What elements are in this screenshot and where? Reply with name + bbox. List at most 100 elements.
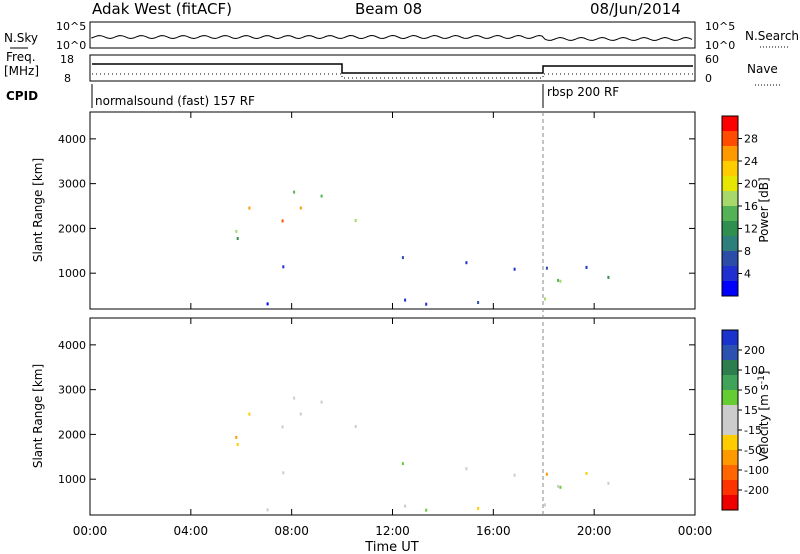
velocity-ylabel: Slant Range [km] bbox=[31, 364, 45, 468]
nave-line bbox=[92, 73, 693, 79]
power-cell bbox=[465, 261, 468, 265]
colorbar-tick-label: 16 bbox=[744, 200, 758, 213]
y-tick-label: 1000 bbox=[58, 473, 86, 486]
colorbar-swatch bbox=[722, 131, 738, 147]
colorbar-swatch bbox=[722, 221, 738, 237]
x-tick-label: 08:00 bbox=[274, 524, 309, 538]
power-cell bbox=[299, 206, 302, 210]
velocity-cell bbox=[607, 481, 610, 485]
power-cell bbox=[425, 302, 428, 306]
noise-right-tick-bottom: 10^0 bbox=[705, 39, 735, 52]
x-tick-label: 00:00 bbox=[73, 524, 108, 538]
noise-panel: N.Sky 10^5 10^0 10^5 10^0 N.Search bbox=[4, 20, 799, 52]
cpid-label: CPID bbox=[6, 89, 38, 103]
y-tick-label: 3000 bbox=[58, 178, 86, 191]
power-cell bbox=[477, 301, 480, 304]
colorbar-tick-label: 20 bbox=[744, 178, 758, 191]
freq-right-tick-top: 60 bbox=[705, 53, 719, 66]
colorbar-tick-label: 15 bbox=[744, 404, 758, 417]
colorbar-tick-label: -100 bbox=[744, 464, 769, 477]
freq-label-2: [MHz] bbox=[4, 64, 39, 78]
freq-panel: Freq. [MHz] 18 8 60 0 Nave bbox=[4, 50, 780, 86]
velocity-cell bbox=[544, 503, 546, 507]
x-axis: 00:00 04:00 08:00 12:00 16:00 20:00 00:00 bbox=[73, 112, 713, 538]
velocity-cell bbox=[557, 484, 560, 488]
power-ylabel: Slant Range [km] bbox=[31, 158, 45, 262]
velocity-cell bbox=[299, 412, 302, 416]
colorbar-swatch bbox=[722, 176, 738, 192]
power-cell bbox=[282, 265, 285, 269]
colorbar-swatch bbox=[722, 330, 738, 346]
freq-frame bbox=[89, 54, 696, 82]
velocity-cell bbox=[248, 412, 251, 416]
power-cell bbox=[557, 278, 560, 282]
colorbar-swatch bbox=[722, 360, 738, 376]
y-tick-label: 3000 bbox=[58, 384, 86, 397]
velocity-cell bbox=[477, 507, 480, 510]
colorbar-swatch bbox=[722, 191, 738, 207]
noise-left-tick-bottom: 10^0 bbox=[56, 39, 86, 52]
colorbar-swatch bbox=[722, 206, 738, 222]
x-tick-label: 00:00 bbox=[678, 524, 713, 538]
freq-line bbox=[92, 63, 693, 74]
colorbar-swatch bbox=[722, 480, 738, 496]
colorbar-tick-label: 4 bbox=[744, 268, 751, 281]
y-tick-label: 1000 bbox=[58, 267, 86, 280]
power-cell bbox=[266, 302, 269, 306]
power-cell bbox=[248, 206, 251, 210]
power-cell bbox=[559, 279, 562, 283]
power-cell bbox=[281, 219, 284, 223]
velocity-scatter bbox=[235, 396, 610, 512]
velocity-colorbar-label-end: ] bbox=[757, 371, 771, 376]
y-tick-label: 2000 bbox=[58, 222, 86, 235]
power-cell bbox=[513, 267, 516, 271]
colorbar-swatch bbox=[722, 420, 738, 436]
colorbar-swatch bbox=[722, 116, 738, 132]
velocity-colorbar-label-sup: -1 bbox=[757, 375, 767, 384]
freq-left-tick-top: 18 bbox=[60, 53, 74, 66]
velocity-cell bbox=[282, 471, 285, 475]
colorbar-tick-label: -50 bbox=[744, 444, 762, 457]
freq-left-tick-bottom: 8 bbox=[64, 72, 71, 85]
noise-search-label: N.Search bbox=[745, 29, 799, 43]
colorbar-swatch bbox=[722, 465, 738, 481]
power-cell bbox=[404, 298, 407, 302]
power-cell bbox=[354, 219, 357, 222]
colorbar-swatch bbox=[722, 495, 738, 511]
colorbar-tick-label: 24 bbox=[744, 155, 758, 168]
cpid-segment-1: normalsound (fast) 157 RF bbox=[95, 94, 255, 108]
velocity-cell bbox=[545, 472, 548, 476]
x-tick-label: 20:00 bbox=[577, 524, 612, 538]
velocity-cell bbox=[559, 485, 562, 489]
velocity-cell bbox=[320, 400, 323, 404]
x-tick-label: 16:00 bbox=[476, 524, 511, 538]
power-cell bbox=[320, 194, 323, 198]
power-cell bbox=[401, 256, 404, 260]
plot-title: Adak West (fitACF) bbox=[92, 0, 232, 18]
colorbar-tick-label: 50 bbox=[744, 384, 758, 397]
colorbar-tick-label: 8 bbox=[744, 245, 751, 258]
colorbar-tick-label: 200 bbox=[744, 344, 765, 357]
velocity-cell bbox=[235, 435, 238, 439]
colorbar-swatch bbox=[722, 390, 738, 406]
power-colorbar-label: Power [dB] bbox=[757, 177, 771, 242]
colorbar-swatch bbox=[722, 251, 738, 267]
y-tick-label: 4000 bbox=[58, 339, 86, 352]
power-cell bbox=[235, 229, 238, 233]
power-colorbar: 28 24 20 16 12 8 4 bbox=[721, 115, 758, 297]
power-cell bbox=[293, 190, 296, 194]
velocity-cell bbox=[236, 443, 239, 446]
x-axis-label: Time UT bbox=[364, 540, 418, 554]
cpid-segment-2: rbsp 200 RF bbox=[547, 85, 619, 99]
noise-left-tick-top: 10^5 bbox=[56, 20, 86, 33]
y-tick-label: 2000 bbox=[58, 428, 86, 441]
noise-frame bbox=[89, 21, 696, 49]
colorbar-swatch bbox=[722, 281, 738, 297]
colorbar-swatch bbox=[722, 375, 738, 391]
x-tick-label: 12:00 bbox=[375, 524, 410, 538]
freq-right-tick-bottom: 0 bbox=[705, 72, 712, 85]
power-panel: 1000 2000 3000 4000 Slant Range [km] bbox=[31, 111, 696, 310]
velocity-cell bbox=[465, 467, 468, 471]
beam-label: Beam 08 bbox=[355, 0, 422, 18]
